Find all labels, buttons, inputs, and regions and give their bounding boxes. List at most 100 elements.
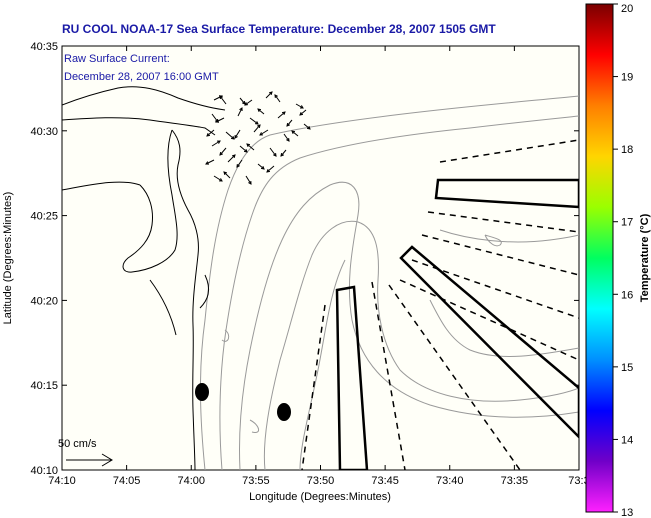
current-vector-head bbox=[254, 121, 259, 125]
current-vector bbox=[259, 129, 269, 136]
current-vector-head bbox=[280, 152, 284, 157]
current-vector-head bbox=[216, 140, 221, 144]
current-vector bbox=[277, 111, 286, 119]
colorbar-tick-label: 20 bbox=[621, 3, 633, 15]
current-vector bbox=[280, 149, 287, 157]
colorbar-tick-label: 18 bbox=[621, 144, 633, 156]
radar-sector-lines bbox=[301, 139, 579, 470]
current-vector-head bbox=[234, 134, 238, 139]
current-vector-head bbox=[236, 163, 240, 168]
current-vector-head bbox=[299, 105, 304, 109]
current-vector bbox=[299, 109, 307, 116]
map-title: RU COOL NOAA-17 Sea Surface Temperature:… bbox=[62, 22, 496, 36]
y-tick-label: 40:15 bbox=[30, 380, 58, 392]
current-vector bbox=[286, 119, 293, 127]
current-vector-head bbox=[243, 149, 248, 153]
current-vector bbox=[257, 163, 265, 170]
current-vector-head bbox=[260, 166, 265, 170]
current-vector-head bbox=[266, 169, 271, 173]
current-vector bbox=[245, 175, 252, 185]
colorbar-tick-label: 13 bbox=[621, 507, 633, 518]
current-vector bbox=[291, 130, 299, 137]
survey-boxes bbox=[335, 178, 579, 470]
current-vector-head bbox=[273, 152, 277, 157]
current-vector bbox=[295, 103, 304, 109]
current-vector-head bbox=[218, 178, 223, 182]
current-vector bbox=[211, 140, 221, 147]
x-tick-label: 73:35 bbox=[501, 475, 529, 487]
colorbar-tick-label: 15 bbox=[621, 362, 633, 374]
current-vector-head bbox=[244, 102, 249, 106]
x-tick-label: 73:45 bbox=[371, 475, 399, 487]
current-vector-head bbox=[206, 133, 211, 137]
current-vector-head bbox=[230, 136, 235, 140]
current-vector bbox=[239, 145, 248, 153]
x-tick-label: 74:00 bbox=[177, 475, 205, 487]
current-vector-head bbox=[239, 107, 243, 112]
surface-current-vectors bbox=[205, 91, 311, 185]
current-vector-head bbox=[246, 143, 251, 147]
current-vector-head bbox=[219, 95, 223, 100]
y-tick-label: 40:10 bbox=[30, 465, 58, 477]
current-vector-head bbox=[281, 111, 286, 115]
current-vector bbox=[269, 147, 277, 157]
current-vector bbox=[227, 154, 236, 163]
annotation-line-2: December 28, 2007 16:00 GMT bbox=[64, 71, 219, 83]
y-tick-label: 40:30 bbox=[30, 126, 58, 138]
current-vector bbox=[234, 129, 241, 139]
current-vector-head bbox=[286, 122, 290, 127]
current-vector bbox=[257, 108, 265, 115]
bathymetry-contours bbox=[199, 95, 579, 470]
buoy-marker bbox=[277, 403, 291, 421]
current-vector-head bbox=[231, 154, 236, 159]
buoy-marker bbox=[195, 383, 209, 401]
x-axis-ticks: 74:10 74:05 74:00 73:55 73:50 73:45 73:40 73:35… bbox=[48, 46, 590, 487]
current-vector bbox=[219, 147, 227, 156]
coastline bbox=[62, 86, 226, 470]
current-vector-head bbox=[306, 126, 311, 130]
current-vector-head bbox=[215, 119, 220, 123]
current-vector bbox=[225, 131, 235, 140]
x-tick-label: 73:50 bbox=[307, 475, 335, 487]
current-vector bbox=[215, 117, 225, 123]
current-vector bbox=[266, 165, 275, 173]
x-tick-label: 73:40 bbox=[436, 475, 464, 487]
y-tick-label: 40:20 bbox=[30, 295, 58, 307]
current-vector bbox=[206, 129, 215, 137]
x-tick-label: 74:10 bbox=[48, 475, 76, 487]
x-tick-label: 73:3 bbox=[568, 475, 589, 487]
current-vector bbox=[213, 175, 223, 182]
current-vector bbox=[303, 123, 311, 130]
colorbar-tick-label: 14 bbox=[621, 434, 633, 446]
x-axis-label: Longitude (Degrees:Minutes) bbox=[249, 491, 391, 503]
current-vector bbox=[219, 95, 227, 105]
scale-arrow bbox=[66, 453, 113, 467]
y-axis-label: Latitude (Degrees:Minutes) bbox=[2, 192, 14, 325]
current-vector bbox=[244, 99, 253, 106]
current-vector bbox=[274, 94, 281, 103]
current-vector-head bbox=[257, 108, 262, 112]
current-vector-head bbox=[219, 151, 223, 156]
colorbar-tick-label: 19 bbox=[621, 72, 633, 84]
current-vector bbox=[246, 143, 255, 151]
annotation-line-1: Raw Surface Current: bbox=[64, 53, 170, 65]
current-vector bbox=[239, 97, 246, 105]
current-vector bbox=[253, 124, 261, 133]
current-vector-head bbox=[205, 161, 210, 165]
current-vector bbox=[205, 159, 215, 165]
x-tick-label: 74:05 bbox=[113, 475, 141, 487]
current-vector bbox=[265, 91, 273, 99]
current-vector-head bbox=[223, 171, 228, 176]
colorbar-tick-label: 16 bbox=[621, 289, 633, 301]
current-vector-head bbox=[248, 180, 252, 185]
current-vector-head bbox=[259, 132, 264, 136]
current-vector-head bbox=[299, 112, 304, 116]
x-tick-label: 73:55 bbox=[242, 475, 270, 487]
scale-label: 50 cm/s bbox=[58, 438, 97, 450]
current-vector bbox=[249, 117, 259, 125]
colorbar bbox=[585, 3, 614, 513]
current-vector-head bbox=[268, 91, 273, 96]
current-vector-head bbox=[257, 124, 261, 129]
current-vector bbox=[283, 133, 290, 142]
y-tick-label: 40:25 bbox=[30, 211, 58, 223]
